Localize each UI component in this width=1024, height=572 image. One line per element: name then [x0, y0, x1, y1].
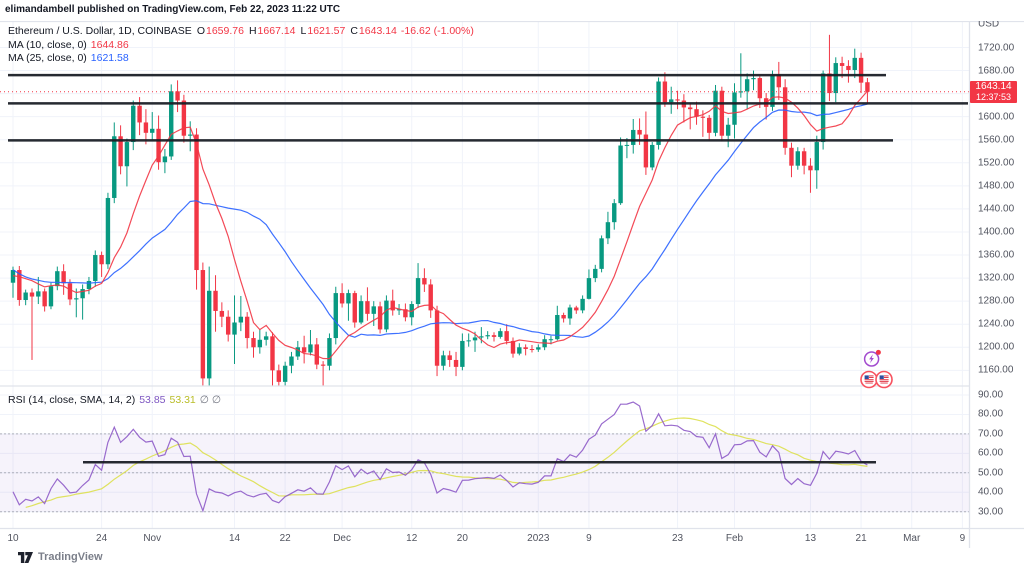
change-value: -16.62 (-1.00%)	[400, 25, 474, 37]
symbol-legend-row[interactable]: Ethereum / U.S. Dollar, 1D, COINBASE O165…	[8, 25, 474, 39]
time-tick-label: 20	[456, 533, 468, 544]
price-tick-label: 1240.00	[978, 318, 1015, 330]
price-tick-label: 1360.00	[978, 249, 1015, 261]
price-tick-label: 1320.00	[978, 272, 1015, 284]
price-tick-label: 1600.00	[978, 111, 1015, 123]
publish-header: elimandambell published on TradingView.c…	[0, 0, 1024, 21]
time-tick-label: 24	[96, 533, 108, 544]
rsi-tick-label: 70.00	[978, 428, 1004, 440]
time-tick-label: 9	[586, 533, 592, 544]
main-legend: Ethereum / U.S. Dollar, 1D, COINBASE O165…	[8, 25, 474, 66]
time-tick-label: Nov	[143, 533, 162, 544]
ma10-label: MA (10, close, 0)	[8, 38, 87, 51]
rsi-tick-label: 60.00	[978, 447, 1004, 459]
ma25-value: 1621.58	[90, 52, 129, 64]
ma10-value: 1644.86	[90, 38, 129, 51]
price-tick-label: 1200.00	[978, 341, 1015, 353]
ma25-line[interactable]	[12, 103, 868, 338]
high-key: H	[248, 25, 257, 37]
rsi-line[interactable]	[12, 401, 868, 513]
close-value: 1643.14	[358, 25, 397, 37]
time-tick-label: Feb	[725, 533, 744, 544]
price-tick-label: 1400.00	[978, 226, 1015, 238]
ma25-legend-row[interactable]: MA (25, close, 0) 1621.58	[8, 52, 474, 66]
time-tick-label: Mar	[903, 533, 921, 544]
rsi-tick-label: 80.00	[978, 408, 1004, 420]
rsi-empty-values: ∅ ∅	[199, 394, 221, 406]
ma10-legend-row[interactable]: MA (10, close, 0) 1644.86	[8, 39, 474, 53]
tradingview-logo-icon	[18, 551, 33, 563]
high-value: 1667.14	[257, 25, 296, 37]
price-tick-label: 1520.00	[978, 157, 1015, 169]
open-key: O	[196, 25, 205, 37]
time-tick-label: 10	[7, 533, 19, 544]
economic-event-flash-icon[interactable]	[863, 349, 882, 368]
price-tick-label: 1720.00	[978, 42, 1015, 53]
price-tick-label: 1560.00	[978, 134, 1015, 146]
us-economic-events-icon[interactable]	[859, 369, 895, 390]
rsi-value: 53.85	[139, 394, 166, 406]
rsi-tick-label: 30.00	[978, 506, 1004, 518]
time-tick-label: 2023	[527, 533, 550, 544]
time-tick-label: 12	[406, 533, 418, 544]
last-price-badge: 1643.14 12:37:53	[970, 81, 1017, 103]
time-tick-label: 14	[228, 533, 241, 544]
us-flag-circle-1	[860, 370, 878, 389]
rsi-label: RSI (14, close, SMA, 14, 2)	[8, 394, 136, 406]
ma10-line[interactable]	[12, 90, 868, 360]
price-tick-label: 1160.00	[978, 364, 1014, 376]
time-tick-label: 21	[855, 533, 867, 544]
symbol-title: Ethereum / U.S. Dollar, 1D, COINBASE	[8, 25, 192, 37]
us-flag-circle-2	[875, 370, 893, 389]
tradingview-brand-text: TradingView	[38, 551, 103, 563]
price-tick-label: 1440.00	[978, 203, 1015, 215]
tradingview-watermark[interactable]: TradingView	[18, 551, 103, 563]
rsi-sma-line[interactable]	[25, 417, 868, 508]
currency-label: USD	[978, 18, 1000, 30]
low-value: 1621.57	[307, 25, 346, 37]
rsi-tick-label: 90.00	[978, 389, 1004, 401]
price-tick-label: 1280.00	[978, 295, 1015, 307]
low-key: L	[300, 25, 307, 37]
publish-text: elimandambell published on TradingView.c…	[5, 4, 341, 15]
time-tick-label: 9	[959, 533, 966, 544]
ma25-label: MA (25, close, 0)	[8, 52, 87, 64]
price-tick-label: 1480.00	[978, 180, 1015, 192]
time-tick-label: Dec	[333, 533, 351, 544]
price-tick-label: 1680.00	[978, 65, 1015, 77]
rsi-sma-value: 53.31	[169, 394, 196, 406]
close-key: C	[350, 25, 358, 37]
candles-layer[interactable]	[10, 34, 870, 390]
time-tick-label: 13	[804, 533, 817, 544]
rsi-tick-label: 40.00	[978, 486, 1004, 498]
open-value: 1659.76	[205, 25, 244, 37]
rsi-tick-label: 50.00	[978, 467, 1004, 479]
bar-countdown: 12:37:53	[975, 92, 1012, 102]
time-tick-label: 22	[279, 533, 291, 544]
last-price-value: 1643.14	[975, 81, 1012, 92]
time-tick-label: 23	[671, 533, 684, 544]
rsi-legend-row[interactable]: RSI (14, close, SMA, 14, 2) 53.85 53.31 ∅ ∅	[8, 394, 221, 406]
